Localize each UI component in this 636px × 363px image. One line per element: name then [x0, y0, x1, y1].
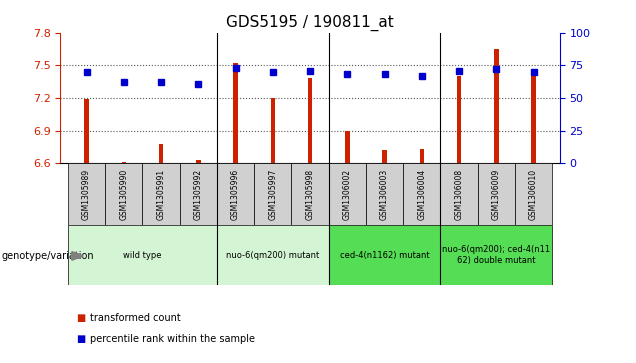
Text: genotype/variation: genotype/variation — [1, 251, 94, 261]
Bar — [142, 163, 179, 225]
Bar — [217, 163, 254, 225]
Bar — [345, 131, 350, 163]
Bar — [329, 163, 366, 225]
Polygon shape — [72, 252, 83, 260]
Bar — [494, 49, 499, 163]
Bar — [84, 99, 89, 163]
Bar — [420, 149, 424, 163]
Bar — [478, 163, 515, 225]
Text: transformed count: transformed count — [90, 313, 181, 323]
Bar — [159, 144, 163, 163]
Text: GSM1306003: GSM1306003 — [380, 168, 389, 220]
Bar — [441, 163, 478, 225]
Text: GSM1305989: GSM1305989 — [82, 169, 91, 220]
Text: nuo-6(qm200); ced-4(n11
62) double mutant: nuo-6(qm200); ced-4(n11 62) double mutan… — [442, 245, 550, 265]
Text: GSM1306008: GSM1306008 — [455, 169, 464, 220]
Text: ■: ■ — [76, 334, 86, 344]
Text: ced-4(n1162) mutant: ced-4(n1162) mutant — [340, 250, 429, 260]
Bar — [329, 225, 441, 285]
Bar — [366, 163, 403, 225]
Text: GSM1306002: GSM1306002 — [343, 169, 352, 220]
Text: wild type: wild type — [123, 250, 162, 260]
Text: GSM1305996: GSM1305996 — [231, 168, 240, 220]
Bar — [291, 163, 329, 225]
Text: ■: ■ — [76, 313, 86, 323]
Text: GSM1305997: GSM1305997 — [268, 168, 277, 220]
Bar — [217, 225, 329, 285]
Bar — [68, 163, 105, 225]
Text: GSM1306004: GSM1306004 — [417, 168, 426, 220]
Text: GSM1305998: GSM1305998 — [305, 169, 315, 220]
Title: GDS5195 / 190811_at: GDS5195 / 190811_at — [226, 15, 394, 31]
Bar — [531, 69, 536, 163]
Text: GSM1306009: GSM1306009 — [492, 168, 501, 220]
Bar — [457, 76, 461, 163]
Text: GSM1305991: GSM1305991 — [156, 169, 165, 220]
Bar — [121, 162, 126, 163]
Bar — [441, 225, 552, 285]
Bar — [68, 225, 217, 285]
Bar — [233, 63, 238, 163]
Bar — [382, 150, 387, 163]
Bar — [308, 78, 312, 163]
Bar — [270, 98, 275, 163]
Bar — [515, 163, 552, 225]
Bar — [403, 163, 441, 225]
Bar — [179, 163, 217, 225]
Text: nuo-6(qm200) mutant: nuo-6(qm200) mutant — [226, 250, 319, 260]
Text: GSM1305992: GSM1305992 — [194, 169, 203, 220]
Text: GSM1306010: GSM1306010 — [529, 169, 538, 220]
Bar — [196, 160, 200, 163]
Text: GSM1305990: GSM1305990 — [120, 168, 128, 220]
Bar — [105, 163, 142, 225]
Text: percentile rank within the sample: percentile rank within the sample — [90, 334, 255, 344]
Bar — [254, 163, 291, 225]
